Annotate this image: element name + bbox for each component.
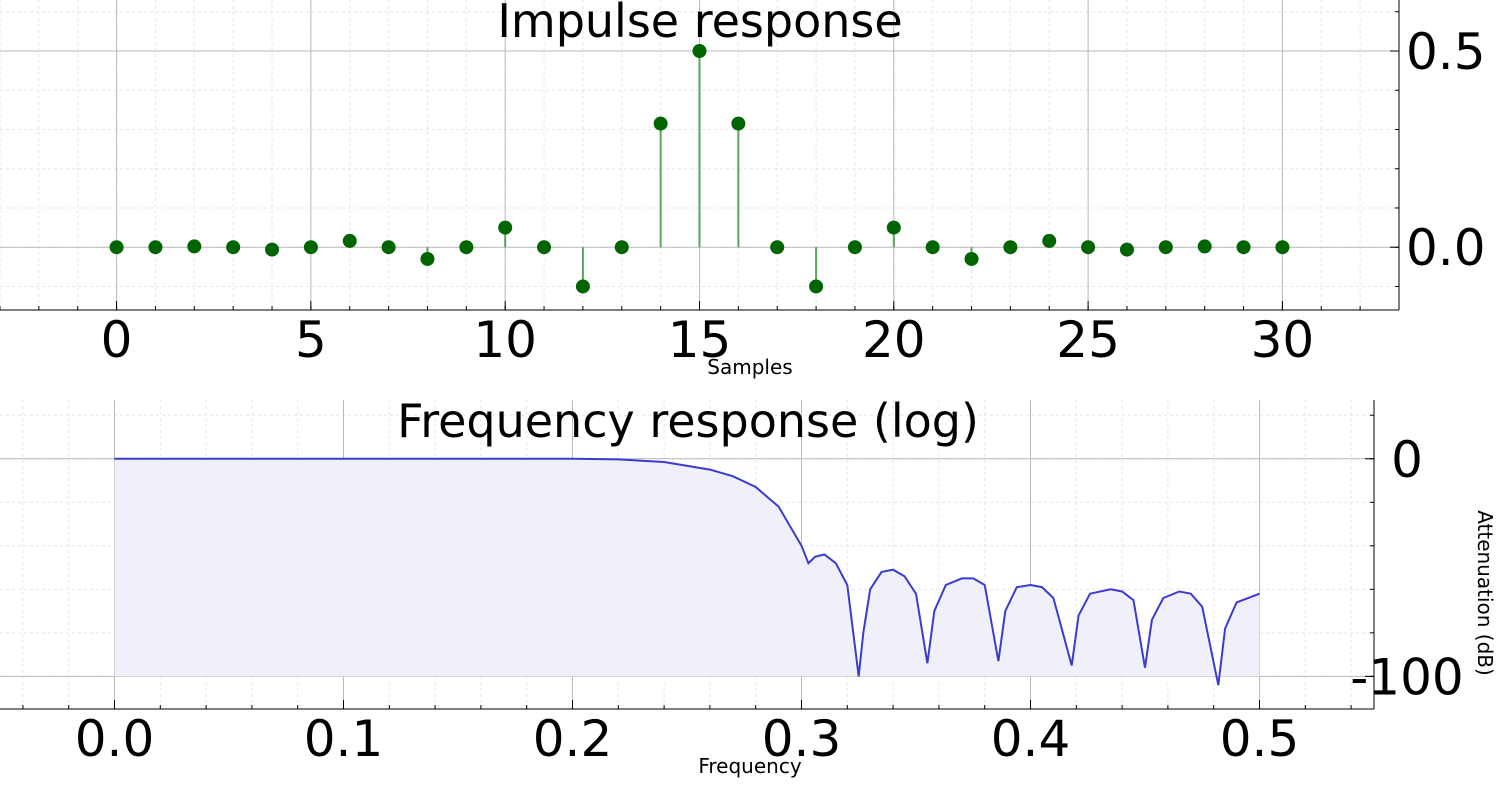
impulse-marks xyxy=(109,44,1290,294)
frequency-y-axis-label: Attenuation (dB) xyxy=(1473,510,1497,676)
impulse-point xyxy=(303,240,318,255)
frequency-marks xyxy=(114,457,1260,686)
impulse-title: Impulse response xyxy=(497,0,902,48)
impulse-x-axis-label: Samples xyxy=(707,355,792,379)
impulse-point xyxy=(1119,242,1134,257)
impulse-point xyxy=(692,44,707,59)
impulse-point xyxy=(1197,239,1212,254)
impulse-response-panel: 0 5 10 15 20 25 30 0.0 0.5 Impulse response Samp… xyxy=(0,0,1486,379)
impulse-point xyxy=(1003,240,1018,255)
frequency-axes: 0.0 0.1 0.2 0.3 0.4 0.5 0 -100 xyxy=(0,400,1464,768)
impulse-point xyxy=(342,233,357,248)
impulse-point xyxy=(109,240,124,255)
frequency-y-tick-label: 0 xyxy=(1391,431,1423,489)
impulse-point xyxy=(1042,233,1057,248)
impulse-point xyxy=(459,240,474,255)
frequency-x-tick-label: 0.5 xyxy=(1220,710,1300,768)
impulse-point xyxy=(265,242,280,257)
frequency-x-tick-label: 0.4 xyxy=(991,710,1071,768)
impulse-point xyxy=(187,239,202,254)
frequency-x-tick-label: 0.0 xyxy=(75,710,155,768)
impulse-point xyxy=(770,240,785,255)
impulse-x-tick-label: 30 xyxy=(1251,311,1315,369)
impulse-y-tick-label: 0.5 xyxy=(1406,23,1486,81)
frequency-x-tick-label: 0.1 xyxy=(304,710,384,768)
frequency-response-panel: 0.0 0.1 0.2 0.3 0.4 0.5 0 -100 Frequency respon… xyxy=(0,394,1497,778)
frequency-area-fill xyxy=(114,458,1260,686)
frequency-x-tick-label: 0.3 xyxy=(762,710,842,768)
impulse-point xyxy=(886,220,901,235)
impulse-point xyxy=(226,240,241,255)
frequency-response-line xyxy=(114,457,1260,686)
impulse-point xyxy=(653,116,668,131)
impulse-x-tick-label: 25 xyxy=(1056,311,1120,369)
impulse-y-tick-label: 0.0 xyxy=(1406,219,1486,277)
frequency-title: Frequency response (log) xyxy=(397,394,979,448)
impulse-x-tick-label: 5 xyxy=(295,311,327,369)
impulse-point xyxy=(575,279,590,294)
impulse-point xyxy=(498,220,513,235)
impulse-x-tick-label: 0 xyxy=(101,311,133,369)
impulse-point xyxy=(1081,240,1096,255)
frequency-y-tick-label: -100 xyxy=(1350,648,1463,706)
impulse-x-tick-label: 15 xyxy=(668,311,732,369)
impulse-point xyxy=(1275,240,1290,255)
impulse-x-tick-label: 20 xyxy=(862,311,926,369)
impulse-axes: 0 5 10 15 20 25 30 0.0 0.5 xyxy=(0,0,1486,369)
impulse-point xyxy=(1236,240,1251,255)
impulse-point xyxy=(809,279,824,294)
impulse-point xyxy=(925,240,940,255)
impulse-point xyxy=(964,251,979,266)
impulse-point xyxy=(420,251,435,266)
impulse-point xyxy=(148,240,163,255)
frequency-x-tick-label: 0.2 xyxy=(533,710,613,768)
impulse-point xyxy=(537,240,552,255)
impulse-point xyxy=(381,240,396,255)
impulse-point xyxy=(614,240,629,255)
impulse-point xyxy=(1158,240,1173,255)
impulse-point xyxy=(847,240,862,255)
impulse-x-tick-label: 10 xyxy=(473,311,537,369)
frequency-x-axis-label: Frequency xyxy=(698,754,801,778)
impulse-point xyxy=(731,116,746,131)
